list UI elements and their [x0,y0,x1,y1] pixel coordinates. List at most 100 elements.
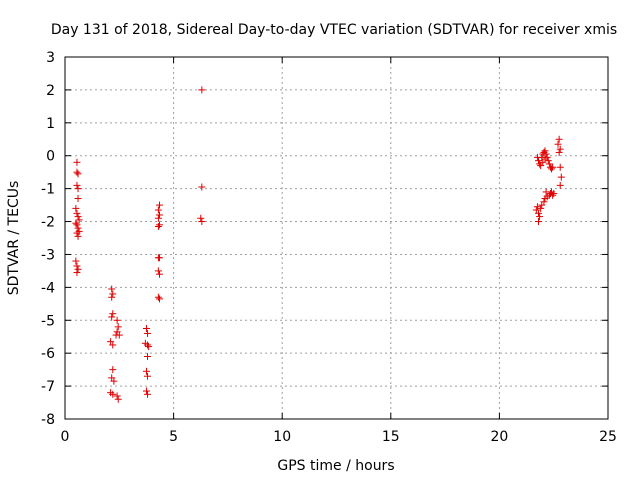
data-point-marker [198,183,206,191]
data-point-marker [73,158,81,166]
data-point-marker [113,316,121,324]
data-point-marker [110,377,118,385]
data-point-marker [74,265,82,273]
data-point-marker [550,190,558,198]
data-points [72,86,565,403]
data-point-marker [545,160,553,168]
plot-frame [64,56,609,420]
data-point-marker [154,222,162,230]
y-tick-label: -3 [41,247,55,263]
y-tick-label: 3 [46,50,55,66]
data-point-marker [542,150,550,158]
data-point-marker [74,185,82,193]
data-point-marker [556,145,564,153]
data-point-marker [144,372,152,380]
data-point-marker [537,204,545,212]
data-point-marker [109,366,117,374]
data-point-marker [197,214,205,222]
data-point-marker [556,163,564,171]
data-point-marker [555,148,563,156]
data-point-marker [155,254,163,262]
data-point-marker [144,341,152,349]
grid [65,57,608,419]
data-point-marker [108,285,116,293]
data-point-marker [533,203,541,211]
data-point-marker [73,209,81,217]
data-point-marker [114,395,122,403]
data-point-marker [154,293,162,301]
x-tick-label: 20 [490,429,508,445]
data-point-marker [142,367,150,375]
data-point-marker [109,290,117,298]
data-point-marker [145,343,153,351]
y-tick-label: -4 [41,280,55,296]
data-point-marker [155,211,163,219]
data-point-marker [74,170,82,178]
data-point-marker [73,269,81,277]
y-tick-label: -7 [41,379,55,395]
y-tick-label: -1 [41,182,55,198]
data-point-marker [154,206,162,214]
data-point-marker [198,218,206,226]
data-point-marker [536,160,544,168]
data-point-marker [534,218,542,226]
x-tick-label: 25 [599,429,617,445]
y-tick-label: 2 [46,83,55,99]
data-point-marker [155,221,163,229]
data-point-marker [154,267,162,275]
data-point-marker [555,135,563,143]
data-point-marker [540,198,548,206]
data-point-marker [108,293,116,301]
data-point-marker [72,219,80,227]
y-tick-label: 0 [46,149,55,165]
y-tick-label: -5 [41,313,55,329]
data-point-marker [549,191,557,199]
data-point-marker [112,331,120,339]
y-tick-label: -6 [41,346,55,362]
data-point-marker [534,157,542,165]
y-tick-label: -8 [41,412,55,428]
data-point-marker [73,181,81,189]
data-point-marker [548,165,556,173]
data-point-marker [554,140,562,148]
x-tick-label: 15 [382,429,400,445]
data-point-marker [155,295,163,303]
data-point-marker [144,329,152,337]
data-point-marker [73,262,81,270]
data-point-marker [142,387,150,395]
data-point-marker [541,147,549,155]
data-point-marker [109,310,117,318]
data-point-marker [74,232,82,240]
data-point-marker [73,221,81,229]
data-point-marker [75,216,83,224]
data-point-marker [73,168,81,176]
data-point-marker [109,390,117,398]
data-point-marker [72,257,80,265]
y-tick-label: -2 [41,215,55,231]
data-point-marker [198,86,206,94]
data-point-marker [154,214,162,222]
x-tick-label: 0 [61,429,70,445]
data-point-marker [74,224,82,232]
data-point-marker [74,195,82,203]
data-point-marker [108,313,116,321]
data-point-marker [74,213,82,221]
data-point-marker [144,390,152,398]
data-point-marker [73,229,81,237]
data-point-marker [541,155,549,163]
data-point-marker [142,325,150,332]
data-point-marker [144,352,152,360]
y-tick-label: 1 [46,116,55,132]
data-point-marker [536,213,544,221]
chart-title: Day 131 of 2018, Sidereal Day-to-day VTE… [51,22,617,38]
y-axis-label: SDTVAR / TECUs [6,181,22,296]
data-point-marker [113,392,121,400]
data-point-marker [155,270,163,278]
x-tick-label: 5 [169,429,178,445]
x-axis-label: GPS time / hours [277,458,394,474]
data-point-marker [155,201,163,209]
data-point-marker [72,204,80,212]
x-tick-label: 10 [273,429,291,445]
data-point-marker [109,341,117,349]
